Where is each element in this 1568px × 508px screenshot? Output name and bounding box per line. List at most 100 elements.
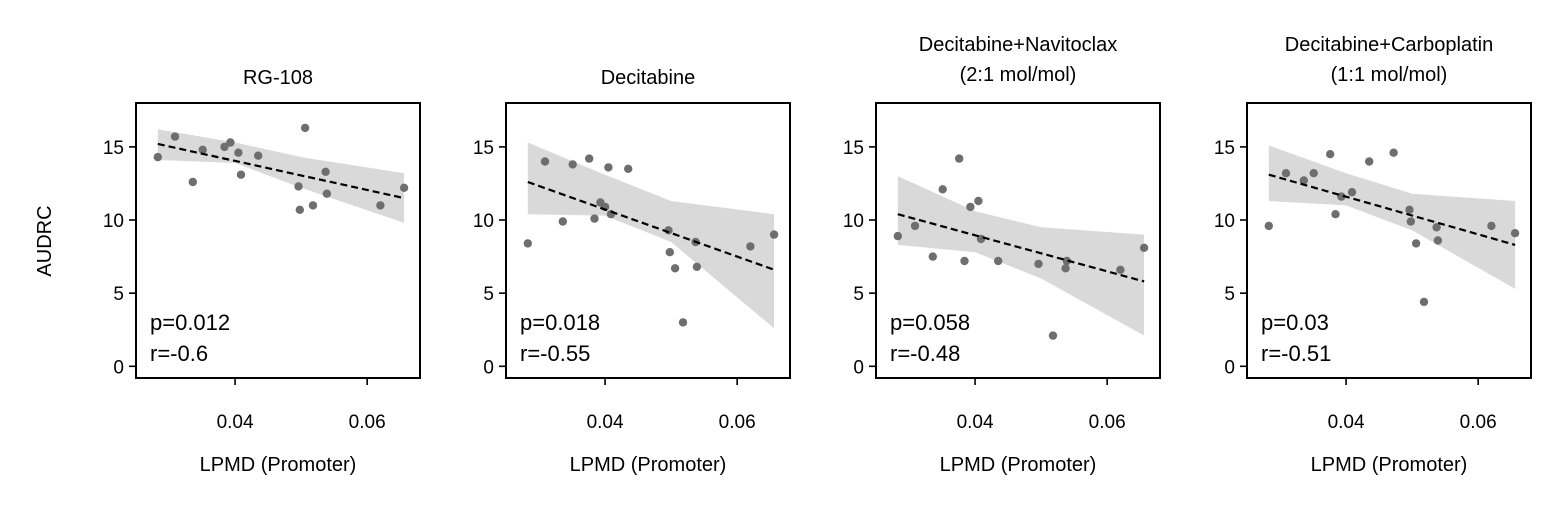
stat-annotation: r=-0.48: [890, 341, 960, 366]
panel-title: Decitabine+Navitoclax: [919, 34, 1117, 56]
data-point: [1048, 331, 1058, 340]
x-axis-label: LPMD (Promoter): [200, 454, 357, 476]
stat-annotation: p=0.03: [1261, 310, 1329, 335]
panel-title: Decitabine: [601, 67, 696, 89]
data-point: [746, 242, 755, 251]
x-axis-label: LPMD (Promoter): [1311, 454, 1468, 476]
y-tick-label: 10: [1214, 211, 1235, 232]
data-point: [1347, 188, 1357, 197]
x-tick-label: 0.06: [1460, 412, 1497, 433]
data-point: [1062, 256, 1072, 266]
data-point: [1411, 239, 1421, 248]
scatter-panel-2: 0 5 10 15 0.04 0.06 Decitabine LPMD (Promoter) p…: [473, 67, 791, 476]
x-tick-label: 0.06: [349, 412, 386, 433]
plot-frame: [505, 102, 791, 379]
panel-title: RG-108: [243, 67, 313, 89]
x-tick-label: 0.04: [957, 412, 994, 433]
stat-annotation: r=-0.51: [1261, 341, 1331, 366]
data-point: [295, 205, 304, 214]
y-tick-label: 0: [1224, 357, 1235, 378]
y-tick-label: 10: [103, 211, 124, 232]
y-tick-label: 15: [1214, 138, 1235, 159]
y-tick-label: 0: [113, 357, 124, 378]
data-point: [1331, 210, 1340, 219]
data-point: [1419, 297, 1429, 307]
stat-annotation: p=0.018: [520, 310, 600, 335]
data-point: [1034, 259, 1043, 269]
y-tick-label: 15: [103, 138, 124, 159]
data-point: [254, 151, 263, 160]
confidence-band: [897, 176, 1145, 336]
x-tick-label: 0.06: [719, 412, 756, 433]
stat-annotation: p=0.058: [890, 310, 970, 335]
data-point: [678, 318, 688, 327]
data-point: [994, 256, 1003, 266]
data-point: [153, 152, 162, 162]
data-point: [1309, 169, 1318, 178]
scatter-panel-4: 0 5 10 15 0.04 0.06 Decitabine+Carboplatin (1:1…: [1214, 34, 1532, 476]
data-point: [769, 230, 779, 239]
data-point: [568, 160, 577, 169]
data-point: [938, 185, 947, 194]
x-tick-label: 0.04: [587, 412, 624, 433]
scatter-panel-3: 0 5 10 15 0.04 0.06 Decitabine+Navitoclax (2:1 …: [843, 34, 1161, 476]
data-point: [670, 264, 680, 273]
data-point: [1389, 148, 1398, 157]
data-point: [955, 154, 964, 163]
data-point: [692, 262, 702, 271]
x-tick-label: 0.04: [217, 412, 254, 433]
data-point: [585, 154, 594, 163]
data-point: [399, 183, 409, 192]
data-point: [188, 177, 197, 187]
data-point: [321, 167, 330, 176]
data-point: [1510, 229, 1520, 238]
y-tick-label: 5: [113, 284, 124, 305]
regression-line: [1268, 173, 1516, 246]
data-point: [1405, 205, 1414, 214]
data-point: [893, 231, 902, 241]
y-tick-label: 15: [843, 138, 864, 159]
data-point: [624, 164, 633, 173]
data-point: [540, 157, 550, 166]
data-point: [1326, 150, 1335, 159]
plot-frame: [1246, 102, 1532, 379]
data-point: [300, 123, 310, 133]
y-tick-label: 10: [473, 211, 494, 232]
confidence-band: [527, 142, 775, 329]
confidence-band: [1268, 145, 1516, 289]
data-point: [322, 189, 332, 198]
x-tick-label: 0.04: [1328, 412, 1365, 433]
data-point: [910, 221, 920, 231]
panel-title: (1:1 mol/mol): [1331, 64, 1448, 86]
regression-line: [157, 142, 405, 200]
data-point: [604, 163, 613, 172]
data-point: [1061, 264, 1070, 273]
data-point: [376, 201, 385, 210]
data-point: [1264, 221, 1274, 231]
data-point: [236, 170, 246, 179]
x-tick-label: 0.06: [1089, 412, 1126, 433]
data-point: [665, 248, 674, 257]
data-point: [1406, 217, 1416, 226]
y-tick-label: 15: [473, 138, 494, 159]
data-point: [523, 239, 532, 248]
data-point: [1365, 157, 1374, 166]
plot-frame: [135, 102, 421, 379]
data-point: [928, 252, 937, 261]
data-point: [1433, 236, 1443, 245]
data-point: [198, 145, 207, 154]
data-point: [1487, 221, 1496, 231]
y-tick-label: 0: [483, 357, 494, 378]
data-point: [1299, 176, 1309, 185]
scatter-panel-1: 0 5 10 15 0.04 0.06 RG-108 LPMD (Promoter) AUDRC…: [34, 67, 421, 476]
panel-title: (2:1 mol/mol): [960, 64, 1077, 86]
y-tick-label: 5: [1224, 284, 1235, 305]
data-point: [226, 138, 235, 147]
data-point: [170, 132, 180, 141]
data-point: [590, 214, 599, 223]
data-point: [294, 182, 303, 191]
data-point: [308, 201, 318, 210]
data-point: [234, 148, 243, 157]
y-tick-label: 5: [483, 284, 494, 305]
